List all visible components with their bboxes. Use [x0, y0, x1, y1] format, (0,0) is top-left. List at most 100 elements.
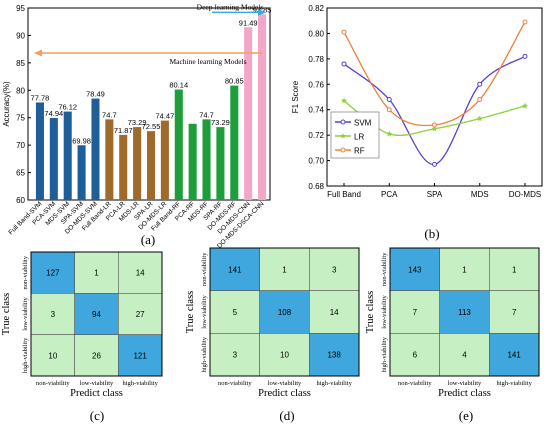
cell-value: 5 [233, 308, 238, 317]
plot-frame [326, 7, 543, 187]
x-tick-label: DO-MDS [509, 190, 541, 199]
x-class-label: high-viability [316, 380, 352, 387]
panel-label: (a) [141, 232, 155, 247]
matrix-cell [259, 247, 310, 291]
x-class-label: high-viability [122, 380, 158, 387]
bar-value-label: 91.49 [239, 18, 258, 27]
cell-value: 1 [512, 265, 517, 274]
cell-value: 26 [92, 351, 101, 360]
cell-value: 3 [332, 265, 337, 274]
series-point-lr [340, 97, 348, 104]
bar [230, 85, 239, 200]
matrix-cell [309, 247, 360, 291]
y-tick-label: 70 [16, 141, 25, 150]
cell-value: 121 [133, 351, 147, 360]
x-class-label: low-viability [268, 380, 302, 387]
legend-label: RF [354, 147, 365, 156]
bar-value-label: 69.98 [72, 136, 91, 145]
matrix-cell [439, 290, 490, 334]
cell-value: 141 [507, 351, 521, 360]
bar-value-label: 74.47 [155, 112, 174, 121]
panel-label: (d) [279, 408, 294, 423]
dl-annotation: Deep learning Models [197, 2, 264, 11]
x-axis-label: Predict class [258, 388, 311, 399]
bar-value-label: 73.29 [128, 118, 147, 127]
bar-value-label: 73.29 [211, 118, 230, 127]
y-axis-label: True class [1, 293, 12, 336]
cell-value: 108 [278, 308, 292, 317]
bar [35, 102, 44, 200]
series-point-rf [386, 107, 392, 113]
cell-value: 94 [92, 310, 101, 319]
cell-value: 7 [413, 308, 418, 317]
x-class-label: non-viability [36, 380, 70, 387]
y-class-label: low-viability [201, 294, 208, 328]
bar [77, 145, 86, 200]
series-point-rf [522, 19, 528, 25]
series-point-rf [477, 97, 483, 103]
y-axis-label: F1 Score [291, 80, 300, 113]
x-axis-label: Predict class [70, 388, 123, 399]
matrix-frame [389, 247, 540, 377]
cell-value: 14 [330, 308, 339, 317]
cell-value: 3 [233, 351, 238, 360]
cell-value: 3 [51, 310, 56, 319]
series-point-lr [476, 115, 483, 122]
bar [202, 119, 211, 200]
x-axis-label: Predict class [438, 388, 491, 399]
y-tick-label: 90 [16, 31, 25, 40]
y-class-label: high-viability [381, 336, 388, 372]
y-class-label: low-viability [22, 296, 29, 330]
y-class-label: non-viability [381, 252, 388, 286]
series-point-svm [432, 161, 437, 167]
y-tick-label: 0.74 [308, 106, 324, 115]
cell-value: 138 [327, 351, 341, 360]
cell-value: 141 [228, 265, 242, 274]
legend-label: SVM [354, 119, 372, 128]
cell-value: 10 [48, 351, 57, 360]
series-point-lr [386, 130, 393, 137]
x-tick-label: PCA [381, 190, 398, 199]
bar-value-label: 72.55 [142, 122, 161, 131]
x-tick-label: Full Band [327, 190, 361, 199]
y-tick-label: 95 [16, 4, 25, 13]
matrix-cell [30, 293, 75, 335]
series-point-svm [386, 97, 392, 103]
y-tick-label: 60 [16, 196, 25, 205]
cell-value: 6 [413, 351, 418, 360]
matrix-frame [30, 251, 163, 377]
ml-annotation: Machine learning Models [169, 57, 246, 66]
bar [63, 111, 72, 200]
dl-arrow-head [258, 8, 266, 16]
x-class-label: high-viability [496, 380, 532, 387]
panel-b-line-chart: 0.68 0.70 0.72 0.74 0.76 0.78 0.80 0.82 F1 Score… [291, 4, 543, 241]
y-tick-label: 65 [16, 169, 25, 178]
matrix-cell [389, 247, 440, 291]
series-point-lr [431, 125, 438, 132]
cell-value: 27 [136, 310, 145, 319]
panel-e-confusion-matrix: 143 1 1 7 113 7 6 4 141 non-viability non-viabilit… [365, 247, 540, 423]
cell-value: 10 [280, 351, 289, 360]
cell-value: 1 [282, 265, 287, 274]
y-tick-label: 0.78 [308, 55, 324, 64]
legend-marker [340, 147, 346, 153]
bar [133, 127, 142, 200]
bar-value-label: 74.7 [199, 110, 214, 119]
bar [105, 119, 114, 200]
y-tick-label: 0.70 [308, 157, 324, 166]
bar [244, 27, 253, 201]
bar [258, 14, 267, 200]
matrix-frame [209, 247, 360, 377]
y-tick-label: 0.72 [308, 131, 324, 140]
bar-value-label: 80.14 [169, 81, 188, 90]
cell-value: 1 [462, 265, 467, 274]
bar-value-label: 93.85 [253, 5, 272, 14]
bar [188, 123, 197, 200]
bar-value-label: 76.12 [58, 103, 77, 112]
bar [216, 127, 225, 200]
bar [119, 134, 128, 200]
bar [91, 98, 100, 200]
bar [146, 131, 156, 200]
cell-value: 143 [408, 265, 422, 274]
cell-value: 113 [458, 308, 471, 317]
